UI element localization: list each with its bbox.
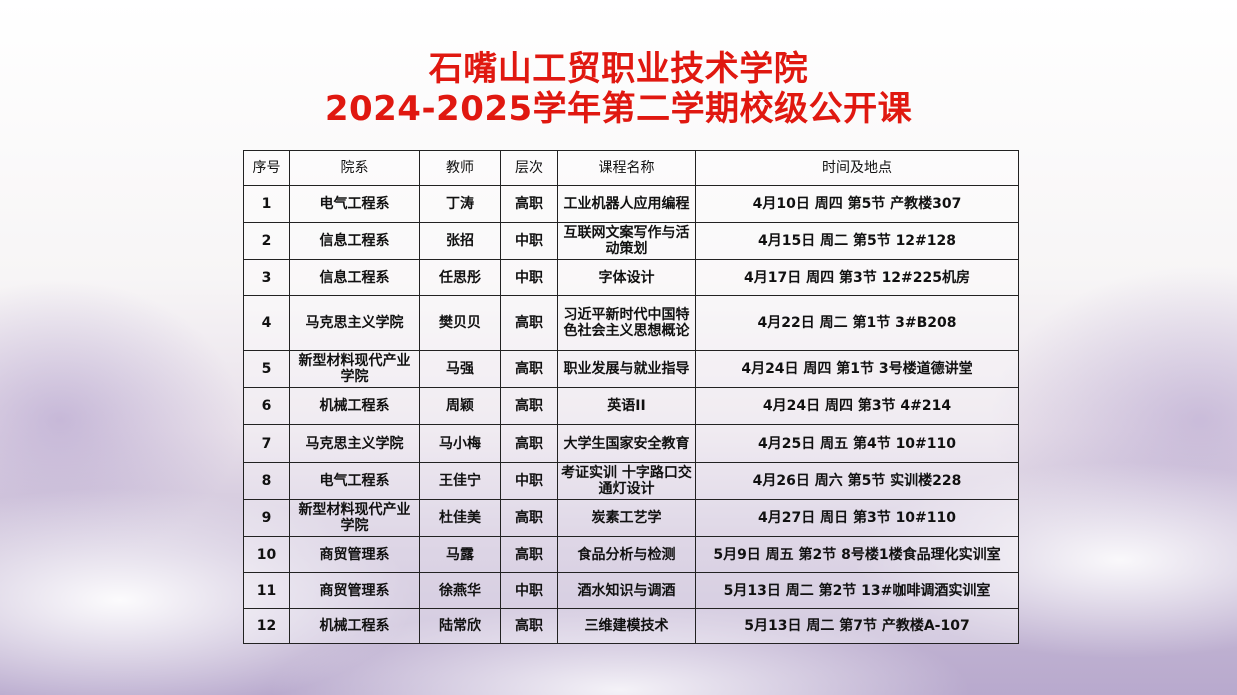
index-cell: 2 bbox=[243, 222, 290, 260]
time-location-cell: 4月24日 周四 第3节 4#214 bbox=[695, 387, 1019, 425]
table-row: 4 马克思主义学院 樊贝贝 高职 习近平新时代中国特色社会主义思想概论 4月22日 周二 … bbox=[243, 295, 1019, 351]
department-cell: 马克思主义学院 bbox=[289, 295, 420, 351]
index-cell: 10 bbox=[243, 536, 290, 573]
table-row: 2 信息工程系 张招 中职 互联网文案写作与活动策划 4月15日 周二 第5节 12#12… bbox=[243, 222, 1019, 260]
department-cell: 机械工程系 bbox=[289, 608, 420, 644]
table-row: 8 电气工程系 王佳宁 中职 考证实训 十字路口交通灯设计 4月26日 周六 第5节 实训… bbox=[243, 462, 1019, 500]
department-cell: 信息工程系 bbox=[289, 222, 420, 260]
department-cell: 电气工程系 bbox=[289, 185, 420, 223]
header-col-level: 层次 bbox=[500, 150, 558, 186]
level-cell: 中职 bbox=[500, 222, 558, 260]
table-row: 3 信息工程系 任思彤 中职 字体设计 4月17日 周四 第3节 12#225机房 bbox=[243, 259, 1019, 296]
teacher-cell: 马露 bbox=[419, 536, 501, 573]
course-cell: 酒水知识与调酒 bbox=[557, 572, 696, 609]
course-cell: 炭素工艺学 bbox=[557, 499, 696, 537]
level-cell: 高职 bbox=[500, 350, 558, 388]
teacher-cell: 陆常欣 bbox=[419, 608, 501, 644]
department-cell: 机械工程系 bbox=[289, 387, 420, 425]
table-row: 10 商贸管理系 马露 高职 食品分析与检测 5月9日 周五 第2节 8号楼1楼食品理化实… bbox=[243, 536, 1019, 573]
department-cell: 电气工程系 bbox=[289, 462, 420, 500]
time-location-cell: 4月26日 周六 第5节 实训楼228 bbox=[695, 462, 1019, 500]
department-cell: 马克思主义学院 bbox=[289, 424, 420, 463]
course-cell: 大学生国家安全教育 bbox=[557, 424, 696, 463]
course-cell: 工业机器人应用编程 bbox=[557, 185, 696, 223]
department-cell: 商贸管理系 bbox=[289, 536, 420, 573]
table-row: 7 马克思主义学院 马小梅 高职 大学生国家安全教育 4月25日 周五 第4节 10#11… bbox=[243, 424, 1019, 463]
index-cell: 4 bbox=[243, 295, 290, 351]
time-location-cell: 4月27日 周日 第3节 10#110 bbox=[695, 499, 1019, 537]
course-cell: 食品分析与检测 bbox=[557, 536, 696, 573]
time-location-cell: 5月13日 周二 第7节 产教楼A-107 bbox=[695, 608, 1019, 644]
header-col-time-location: 时间及地点 bbox=[695, 150, 1019, 186]
teacher-cell: 周颖 bbox=[419, 387, 501, 425]
teacher-cell: 杜佳美 bbox=[419, 499, 501, 537]
level-cell: 中职 bbox=[500, 572, 558, 609]
header-col-teacher: 教师 bbox=[419, 150, 501, 186]
teacher-cell: 马小梅 bbox=[419, 424, 501, 463]
index-cell: 5 bbox=[243, 350, 290, 388]
index-cell: 12 bbox=[243, 608, 290, 644]
index-cell: 7 bbox=[243, 424, 290, 463]
course-cell: 考证实训 十字路口交通灯设计 bbox=[557, 462, 696, 500]
time-location-cell: 4月10日 周四 第5节 产教楼307 bbox=[695, 185, 1019, 223]
teacher-cell: 王佳宁 bbox=[419, 462, 501, 500]
level-cell: 高职 bbox=[500, 185, 558, 223]
teacher-cell: 任思彤 bbox=[419, 259, 501, 296]
level-cell: 高职 bbox=[500, 499, 558, 537]
teacher-cell: 马强 bbox=[419, 350, 501, 388]
table-row: 6 机械工程系 周颖 高职 英语II 4月24日 周四 第3节 4#214 bbox=[243, 387, 1019, 425]
department-cell: 新型材料现代产业学院 bbox=[289, 350, 420, 388]
department-cell: 商贸管理系 bbox=[289, 572, 420, 609]
header-col-index: 序号 bbox=[243, 150, 290, 186]
course-cell: 字体设计 bbox=[557, 259, 696, 296]
table-row: 1 电气工程系 丁涛 高职 工业机器人应用编程 4月10日 周四 第5节 产教楼307 bbox=[243, 185, 1019, 223]
table-row: 12 机械工程系 陆常欣 高职 三维建模技术 5月13日 周二 第7节 产教楼A-107 bbox=[243, 608, 1019, 644]
level-cell: 中职 bbox=[500, 259, 558, 296]
table-row: 9 新型材料现代产业学院 杜佳美 高职 炭素工艺学 4月27日 周日 第3节 10#110 bbox=[243, 499, 1019, 537]
time-location-cell: 4月25日 周五 第4节 10#110 bbox=[695, 424, 1019, 463]
time-location-cell: 4月22日 周二 第1节 3#B208 bbox=[695, 295, 1019, 351]
open-class-table: 序号 院系 教师 层次 课程名称 时间及地点 1 电气工程系 丁涛 高职 工业机器人应用编程 4月1… bbox=[243, 150, 1019, 644]
course-cell: 职业发展与就业指导 bbox=[557, 350, 696, 388]
header-col-department: 院系 bbox=[289, 150, 420, 186]
level-cell: 高职 bbox=[500, 295, 558, 351]
index-cell: 3 bbox=[243, 259, 290, 296]
level-cell: 高职 bbox=[500, 536, 558, 573]
page-title: 石嘴山工贸职业技术学院 bbox=[428, 49, 809, 89]
course-cell: 英语II bbox=[557, 387, 696, 425]
course-cell: 三维建模技术 bbox=[557, 608, 696, 644]
course-cell: 习近平新时代中国特色社会主义思想概论 bbox=[557, 295, 696, 351]
table-row: 5 新型材料现代产业学院 马强 高职 职业发展与就业指导 4月24日 周四 第1节 3号楼… bbox=[243, 350, 1019, 388]
time-location-cell: 5月13日 周二 第2节 13#咖啡调酒实训室 bbox=[695, 572, 1019, 609]
level-cell: 高职 bbox=[500, 608, 558, 644]
time-location-cell: 4月17日 周四 第3节 12#225机房 bbox=[695, 259, 1019, 296]
time-location-cell: 4月24日 周四 第1节 3号楼道德讲堂 bbox=[695, 350, 1019, 388]
page-subtitle: 2024-2025学年第二学期校级公开课 bbox=[324, 89, 913, 129]
level-cell: 高职 bbox=[500, 387, 558, 425]
index-cell: 9 bbox=[243, 499, 290, 537]
teacher-cell: 樊贝贝 bbox=[419, 295, 501, 351]
index-cell: 8 bbox=[243, 462, 290, 500]
index-cell: 11 bbox=[243, 572, 290, 609]
teacher-cell: 张招 bbox=[419, 222, 501, 260]
department-cell: 新型材料现代产业学院 bbox=[289, 499, 420, 537]
level-cell: 中职 bbox=[500, 462, 558, 500]
teacher-cell: 徐燕华 bbox=[419, 572, 501, 609]
department-cell: 信息工程系 bbox=[289, 259, 420, 296]
index-cell: 6 bbox=[243, 387, 290, 425]
teacher-cell: 丁涛 bbox=[419, 185, 501, 223]
time-location-cell: 4月15日 周二 第5节 12#128 bbox=[695, 222, 1019, 260]
table-header-row: 序号 院系 教师 层次 课程名称 时间及地点 bbox=[243, 150, 1019, 186]
index-cell: 1 bbox=[243, 185, 290, 223]
level-cell: 高职 bbox=[500, 424, 558, 463]
header-col-course: 课程名称 bbox=[557, 150, 696, 186]
course-cell: 互联网文案写作与活动策划 bbox=[557, 222, 696, 260]
time-location-cell: 5月9日 周五 第2节 8号楼1楼食品理化实训室 bbox=[695, 536, 1019, 573]
table-row: 11 商贸管理系 徐燕华 中职 酒水知识与调酒 5月13日 周二 第2节 13#咖啡调酒实… bbox=[243, 572, 1019, 609]
